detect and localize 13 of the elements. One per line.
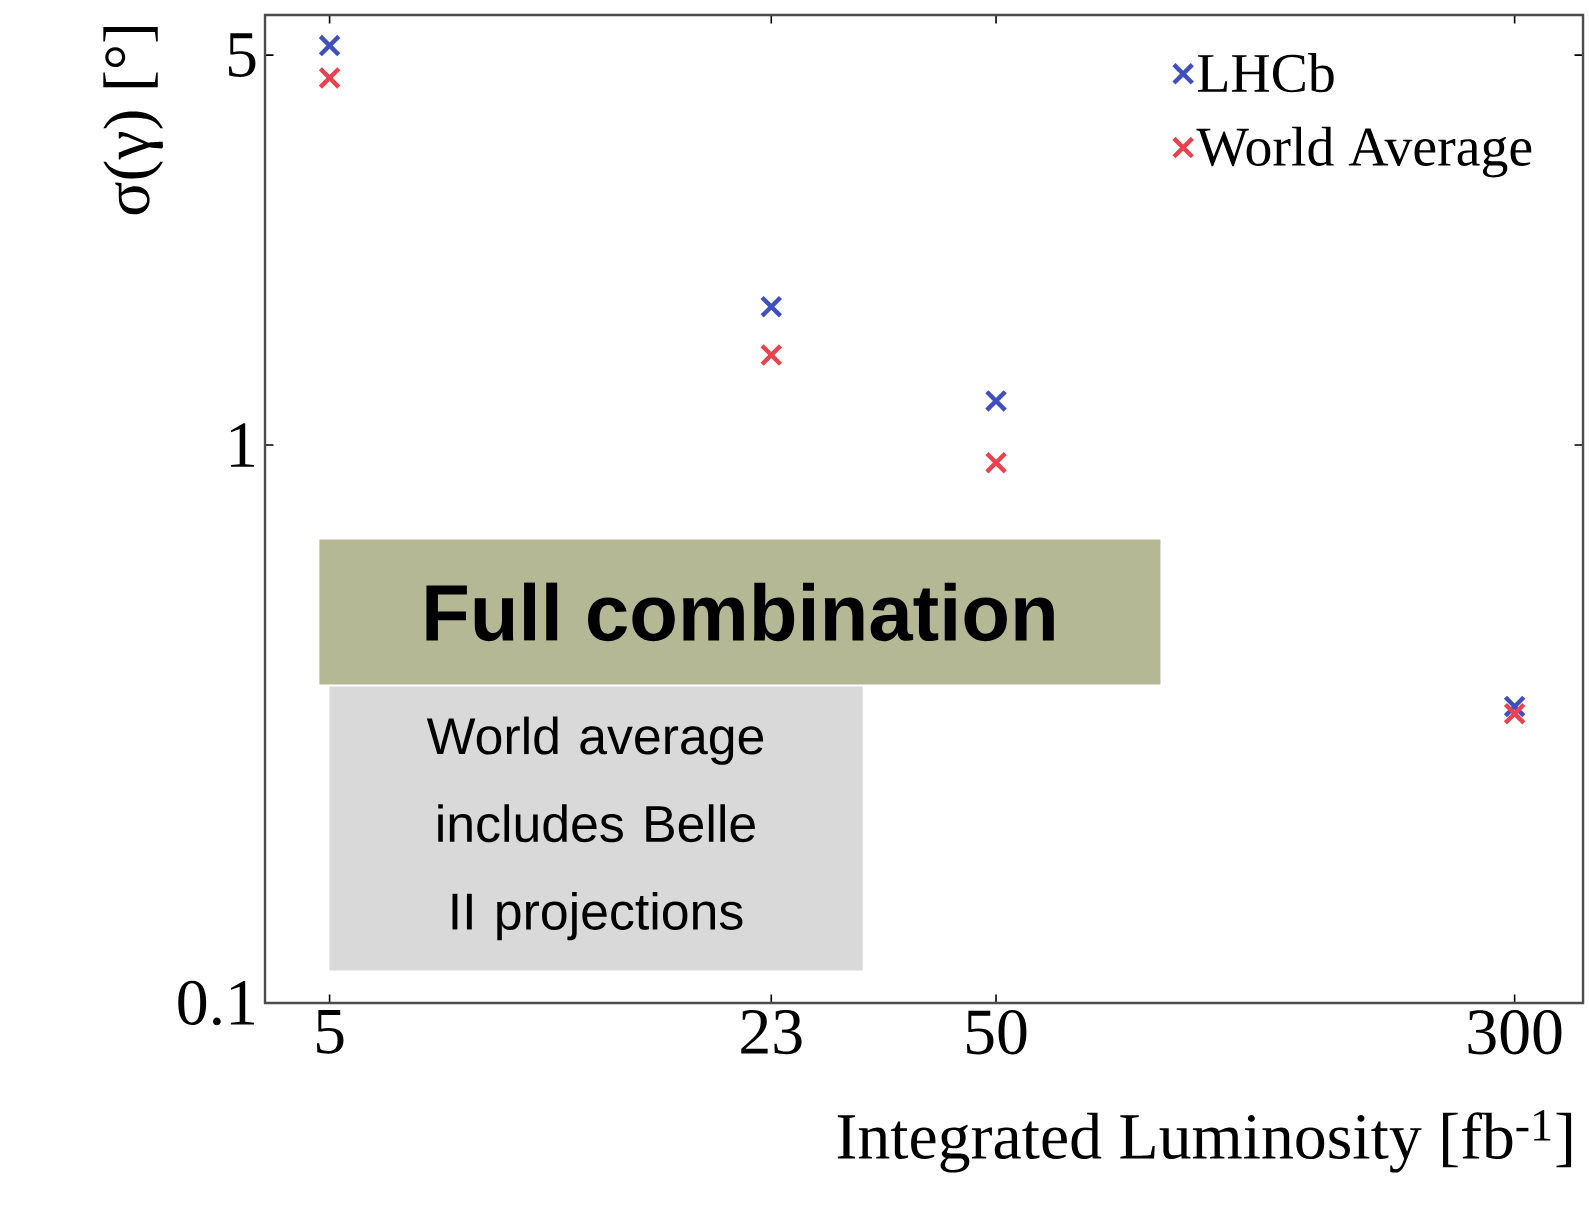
legend-label: World Average	[1196, 126, 1532, 178]
x-tick-label: 300	[1468, 1010, 1562, 1055]
y-axis-title: σ(γ) [°]	[103, 26, 163, 215]
x-axis-title: Integrated Luminosity [fb$^{-1}$]	[837, 1110, 1572, 1173]
y-tick-label: 5	[228, 33, 256, 77]
x-tick-label: 50	[966, 1010, 1027, 1055]
x-tick-label: 5	[316, 1010, 344, 1054]
annotation: World average includes Belle II projections	[426, 716, 764, 941]
annotation: Full combination	[426, 582, 1054, 642]
x-tick-label: 23	[741, 1010, 802, 1055]
y-tick-label: 1	[230, 423, 255, 467]
legend-label: LHCb	[1197, 52, 1334, 93]
y-tick-label: 0.1	[178, 980, 255, 1026]
